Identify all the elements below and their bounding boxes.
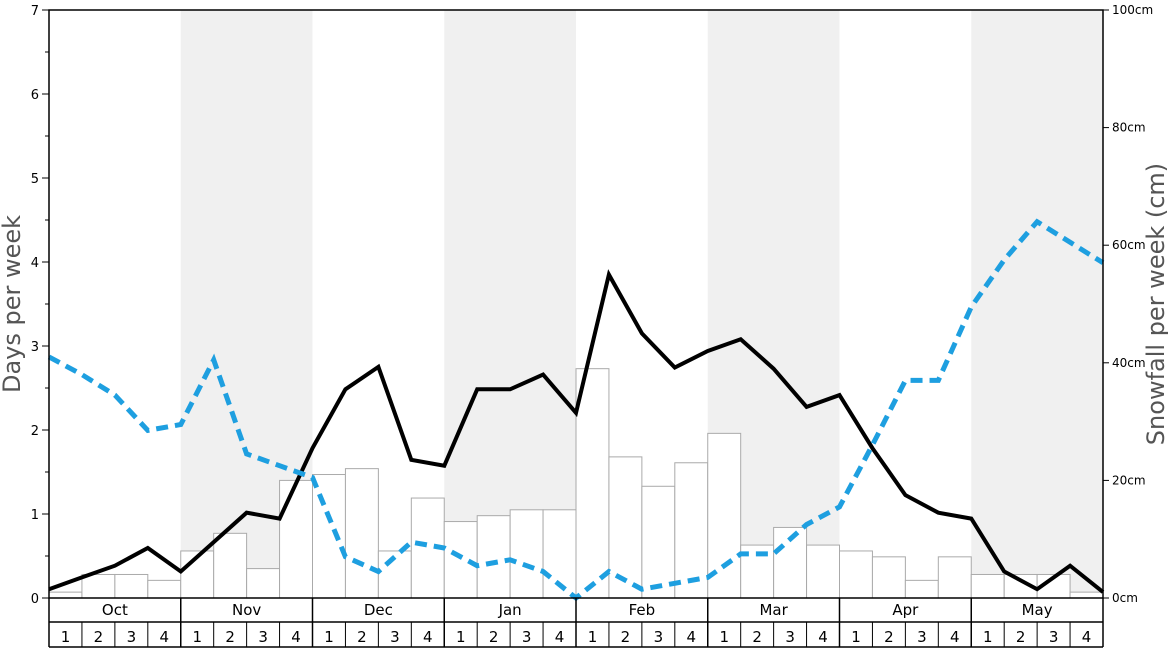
week-label: 2 (94, 628, 104, 646)
week-label: 1 (851, 628, 861, 646)
month-shading (180, 10, 1103, 598)
month-label: Feb (629, 601, 656, 619)
snowfall-bar (871, 556, 906, 599)
week-label: 3 (1049, 628, 1059, 646)
week-label: 2 (489, 628, 499, 646)
month-shade-jan (444, 10, 576, 598)
week-label: 4 (1082, 628, 1092, 646)
snowfall-bar (509, 509, 544, 599)
snowfall-bar (674, 462, 709, 599)
snowfall-bar (312, 474, 346, 599)
snowfall-bar (839, 550, 873, 599)
week-label: 1 (719, 628, 729, 646)
month-label: Dec (364, 601, 393, 619)
week-label: 1 (192, 628, 202, 646)
snowfall-bar (773, 526, 808, 599)
week-label: 4 (291, 628, 301, 646)
snowfall-bar (48, 591, 83, 599)
month-label: Mar (759, 601, 788, 619)
week-label: 1 (588, 628, 598, 646)
snowfall-bar (608, 456, 643, 599)
week-label: 2 (357, 628, 367, 646)
week-label: 1 (61, 628, 71, 646)
week-label: 1 (456, 628, 466, 646)
y2-tick-label: 0cm (1112, 591, 1138, 605)
snowfall-bar (1069, 591, 1104, 599)
snowfall-bars (48, 368, 1104, 599)
y-tick-label: 3 (31, 340, 39, 355)
week-label: 3 (917, 628, 927, 646)
snowfall-bar (246, 568, 281, 599)
week-label: 4 (555, 628, 565, 646)
week-label: 4 (160, 628, 170, 646)
month-label: May (1022, 601, 1053, 619)
snowfall-bar (147, 579, 182, 599)
week-label: 2 (225, 628, 235, 646)
week-label: 2 (621, 628, 631, 646)
month-shade-may (971, 10, 1103, 598)
week-label: 2 (1016, 628, 1026, 646)
snowfall-bar (344, 468, 379, 599)
week-label: 1 (983, 628, 993, 646)
y2-tick-label: 40cm (1112, 356, 1146, 370)
month-label: Apr (892, 601, 919, 619)
y-tick-label: 7 (31, 4, 39, 19)
week-label: 1 (324, 628, 334, 646)
y2-axis-title: Snowfall per week (cm) (1142, 163, 1168, 445)
week-label: 4 (687, 628, 697, 646)
snowfall-bar (904, 579, 939, 599)
y-tick-label: 5 (31, 172, 39, 187)
snowfall-bar (443, 521, 478, 599)
month-label: Nov (232, 601, 261, 619)
snowfall-bar (279, 479, 313, 599)
y-tick-label: 0 (31, 592, 39, 607)
snowfall-bar (213, 532, 248, 599)
week-label: 3 (127, 628, 137, 646)
week-label: 3 (522, 628, 532, 646)
month-label: Jan (498, 601, 522, 619)
week-label: 4 (818, 628, 828, 646)
y-tick-label: 4 (31, 256, 39, 271)
week-label: 2 (752, 628, 762, 646)
snowfall-bar (114, 573, 149, 599)
snowfall-bar (937, 556, 972, 599)
y2-tick-label: 60cm (1112, 238, 1146, 252)
week-label: 2 (884, 628, 894, 646)
y2-tick-label: 20cm (1112, 473, 1146, 487)
y2-tick-label: 100cm (1112, 3, 1153, 17)
y-axis-title: Days per week (0, 215, 26, 393)
snowfall-bar (575, 368, 610, 599)
snowfall-bar (970, 573, 1005, 599)
y2-tick-label: 80cm (1112, 121, 1146, 135)
y-tick-label: 6 (31, 88, 39, 103)
solid-black-line (48, 269, 1105, 594)
week-label: 3 (785, 628, 795, 646)
axes: 0 1 2 3 4 5 6 7 0cm 20cm 40cm 60cm 80cm 100cm Oct 1 2 3 4 N… (31, 3, 1153, 648)
week-label: 3 (654, 628, 664, 646)
snowfall-bar (641, 485, 676, 599)
week-label: 3 (258, 628, 268, 646)
snowfall-bar (476, 515, 511, 599)
week-label: 4 (950, 628, 960, 646)
week-label: 4 (423, 628, 433, 646)
month-label: Oct (102, 601, 128, 619)
y-tick-label: 2 (31, 424, 39, 439)
snowfall-bar (81, 573, 116, 599)
snowfall-bar (806, 544, 840, 599)
y-tick-label: 1 (31, 508, 39, 523)
week-label: 3 (390, 628, 400, 646)
